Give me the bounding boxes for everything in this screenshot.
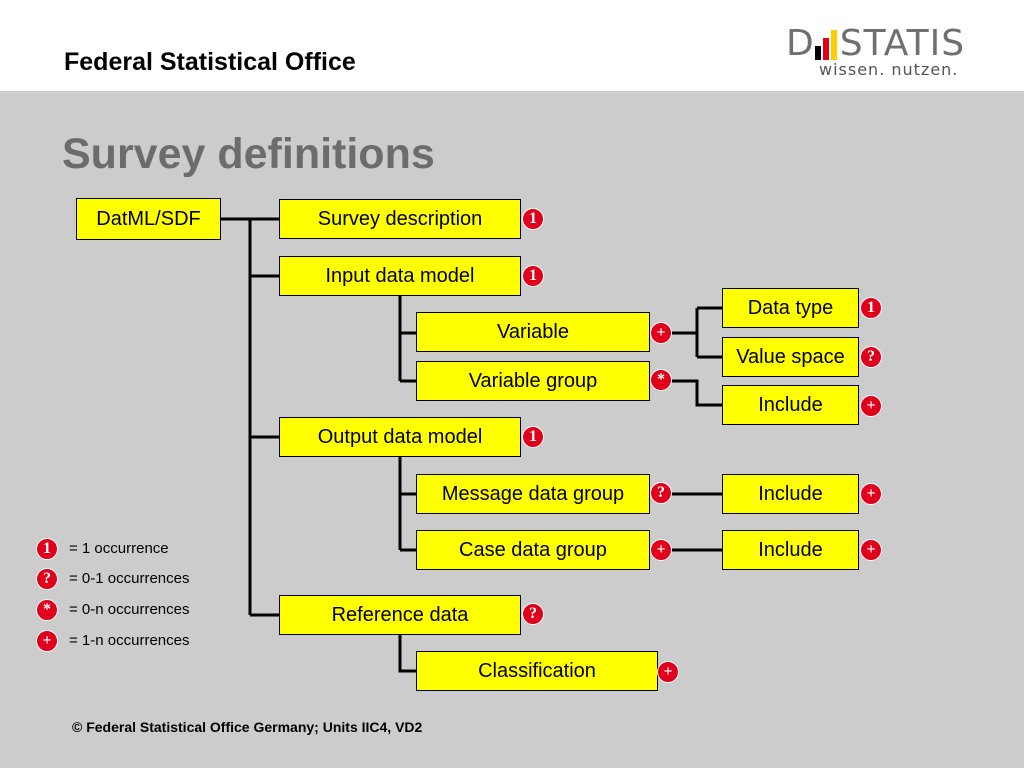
node-output-data-model: Output data model bbox=[279, 417, 521, 457]
badge-data-type: 1 bbox=[860, 297, 882, 319]
badge-variable: + bbox=[650, 322, 672, 344]
destatis-logo: D STATIS wissen. nutzen. bbox=[786, 26, 996, 82]
node-datml-sdf: DatML/SDF bbox=[76, 198, 221, 240]
legend-badge: ? bbox=[36, 568, 58, 590]
header-bar: Federal Statistical Office D STATIS wisse… bbox=[0, 0, 1024, 91]
legend-badge: + bbox=[36, 630, 58, 652]
node-classification: Classification bbox=[416, 651, 658, 691]
footer-copyright: © Federal Statistical Office Germany; Un… bbox=[72, 719, 423, 735]
badge-variable-group: * bbox=[650, 369, 672, 391]
legend-text: = 0-n occurrences bbox=[69, 601, 190, 618]
logo-tagline: wissen. nutzen. bbox=[819, 60, 959, 79]
connector-include-vg bbox=[671, 379, 722, 407]
node-variable: Variable bbox=[416, 312, 650, 352]
legend-badge: 1 bbox=[36, 538, 58, 560]
badge-input-data-model: 1 bbox=[522, 265, 544, 287]
badge-message-data-group: ? bbox=[650, 482, 672, 504]
logo-wordmark-suffix: STATIS bbox=[839, 23, 966, 64]
logo-wordmark: D STATIS bbox=[786, 26, 965, 62]
node-variable-group: Variable group bbox=[416, 361, 650, 401]
node-include-message-data-group: Include bbox=[722, 474, 859, 514]
badge-classification: + bbox=[657, 661, 679, 683]
node-include-case-data-group: Include bbox=[722, 530, 859, 570]
badge-include-variable-group: + bbox=[860, 395, 882, 417]
badge-include-message-data-group: + bbox=[860, 483, 882, 505]
legend-text: = 1 occurrence bbox=[69, 540, 169, 557]
node-include-variable-group: Include bbox=[722, 385, 859, 425]
badge-reference-data: ? bbox=[522, 603, 544, 625]
badge-output-data-model: 1 bbox=[522, 426, 544, 448]
legend-text: = 1-n occurrences bbox=[69, 632, 190, 649]
connector-classification bbox=[398, 635, 416, 673]
logo-bars-icon bbox=[814, 30, 837, 60]
badge-include-case-data-group: + bbox=[860, 539, 882, 561]
badge-survey-description: 1 bbox=[522, 208, 544, 230]
node-case-data-group: Case data group bbox=[416, 530, 650, 570]
node-input-data-model: Input data model bbox=[279, 256, 521, 296]
node-value-space: Value space bbox=[722, 337, 859, 377]
node-data-type: Data type bbox=[722, 288, 859, 328]
logo-wordmark-prefix: D bbox=[786, 23, 815, 64]
node-message-data-group: Message data group bbox=[416, 474, 650, 514]
legend-text: = 0-1 occurrences bbox=[69, 570, 190, 587]
node-reference-data: Reference data bbox=[279, 595, 521, 635]
org-title: Federal Statistical Office bbox=[64, 48, 356, 76]
badge-case-data-group: + bbox=[650, 539, 672, 561]
page-title: Survey definitions bbox=[62, 130, 435, 178]
badge-value-space: ? bbox=[860, 346, 882, 368]
node-survey-description: Survey description bbox=[279, 199, 521, 239]
legend-badge: * bbox=[36, 599, 58, 621]
